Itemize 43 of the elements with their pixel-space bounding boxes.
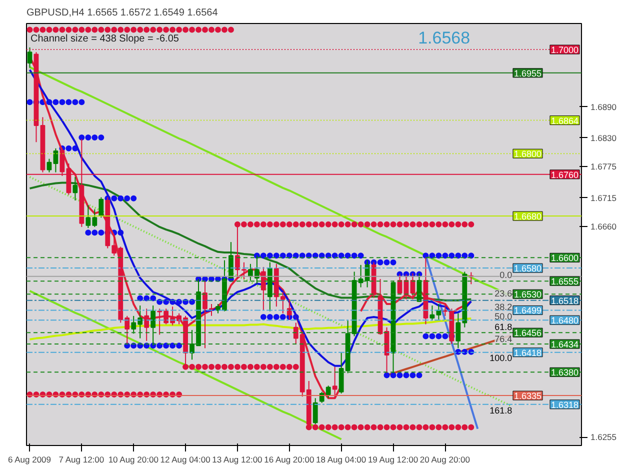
ref-line-label: 1.6499 [514, 306, 542, 316]
y-tick-label: 1.6660 [590, 221, 617, 232]
x-tick-label: 13 Aug 12:00 [212, 454, 263, 464]
x-tick-label: 10 Aug 20:00 [108, 454, 159, 464]
x-tick-label: 6 Aug 2009 [8, 454, 52, 464]
ref-line-label: 1.6418 [514, 348, 542, 358]
ref-line-label: 1.6864 [550, 116, 579, 126]
y-tick-label: 1.6775 [590, 162, 617, 172]
ref-line-label: 1.6760 [550, 170, 579, 180]
annotation: 38.2 [494, 302, 512, 312]
ref-line-label: 1.6518 [550, 296, 579, 306]
x-tick-label: 20 Aug 20:00 [420, 454, 470, 464]
ref-line-label: 1.6434 [550, 340, 579, 350]
x-tick-label: 19 Aug 12:00 [368, 454, 418, 464]
ref-line-label: 1.6335 [514, 391, 542, 402]
annotation: Channel size = 438 Slope = -6.05 [30, 34, 180, 44]
x-tick-label: 16 Aug 20:00 [264, 454, 314, 464]
chart-title: GBPUSD,H4 1.6565 1.6572 1.6549 1.6564 [26, 8, 218, 18]
y-tick-label: 1.6255 [590, 432, 617, 442]
ref-line-label: 1.6318 [550, 400, 579, 410]
annotation: 50.0 [494, 311, 512, 322]
ref-line-label: 1.6580 [514, 264, 542, 274]
ref-line-label: 1.6555 [550, 276, 579, 287]
annotation: 161.8 [490, 406, 512, 416]
ref-line-label: 1.6680 [514, 212, 542, 222]
x-tick-label: 12 Aug 04:00 [160, 454, 211, 464]
annotation: 0.0 [500, 270, 512, 280]
annotation: 61.8 [494, 322, 512, 332]
x-tick-label: 18 Aug 04:00 [316, 454, 366, 464]
y-tick-label: 1.6830 [590, 132, 617, 143]
ref-line-label: 1.6480 [550, 316, 579, 326]
ref-line-label: 1.6456 [514, 328, 542, 338]
ref-line-label: 1.6800 [514, 149, 542, 160]
y-tick-label: 1.6715 [590, 192, 617, 203]
x-tick-label: 7 Aug 12:00 [58, 454, 104, 464]
ref-line-label: 1.6955 [514, 68, 542, 78]
annotation: 100.0 [490, 353, 512, 364]
ref-line-label: 1.6600 [550, 253, 579, 264]
annotation: 1.6568 [418, 28, 470, 48]
ref-line-label: 1.6380 [550, 368, 579, 378]
ref-line-label: 1.7000 [550, 45, 579, 56]
y-tick-label: 1.6890 [590, 102, 617, 112]
ref-line-label: 1.6530 [514, 290, 542, 300]
